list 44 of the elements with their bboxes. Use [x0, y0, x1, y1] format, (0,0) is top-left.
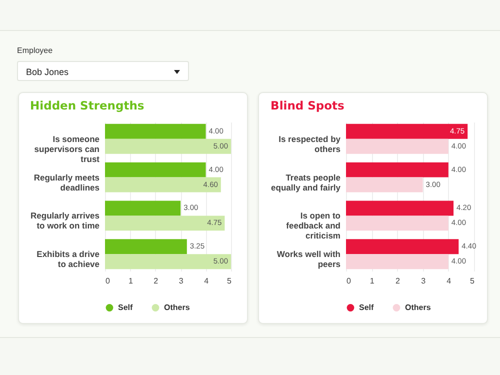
y-tick-label: Is someone supervisors can trust	[34, 134, 100, 164]
bar	[105, 177, 221, 192]
y-tick-label: Is open to feedback and criticism	[286, 210, 341, 241]
legend-label: Self	[359, 302, 374, 312]
bar	[346, 239, 459, 254]
bar	[105, 162, 206, 178]
bar	[346, 216, 448, 231]
x-tick-label: 1	[370, 276, 375, 286]
y-tick-label: Is respected by others	[278, 134, 341, 154]
bar	[346, 200, 454, 216]
text: Employee	[17, 46, 54, 55]
y-tick-label: Regularly arrives to work on time	[30, 210, 100, 231]
bar	[346, 162, 448, 178]
x-tick-label: 4	[446, 276, 452, 286]
bar	[105, 200, 181, 216]
x-tick-label: 5	[227, 276, 232, 286]
y-tick-label: Treats people equally and fairly	[271, 172, 341, 192]
y-tick-label: Regularly meets deadlines	[34, 172, 100, 192]
bar	[105, 239, 187, 254]
dropdown: Bob Jones	[17, 61, 189, 81]
bar	[346, 138, 448, 154]
chart-title: Hidden Strengths	[30, 98, 144, 112]
x-tick-label: 0	[106, 276, 110, 286]
bar	[105, 124, 206, 139]
bar	[346, 177, 423, 192]
bar	[346, 124, 468, 139]
x-tick-label: 1	[128, 276, 134, 286]
bar	[105, 216, 225, 231]
legend-label: Others	[405, 302, 432, 312]
x-tick-label: 3	[421, 276, 426, 286]
bar	[346, 254, 448, 270]
bar	[105, 254, 231, 270]
x-tick-label: 2	[395, 276, 400, 286]
x-tick-label: 3	[178, 276, 184, 286]
x-tick-label: 2	[154, 276, 159, 286]
legend-label: Self	[118, 302, 134, 312]
bar	[105, 138, 231, 154]
chart-title: Blind Spots	[270, 98, 345, 112]
y-tick-label: Exhibits a drive to achieve	[36, 249, 100, 270]
y-tick-label: Works well with peers	[276, 249, 341, 270]
x-tick-label: 5	[470, 276, 476, 286]
legend-label: Others	[164, 302, 190, 312]
x-tick-label: 0	[346, 276, 352, 286]
x-tick-label: 4	[204, 276, 210, 286]
